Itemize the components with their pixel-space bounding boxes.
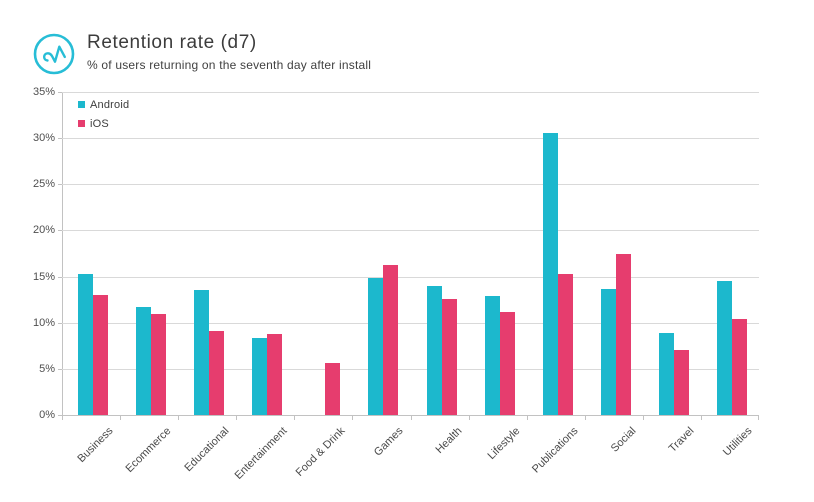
- x-axis-line: [62, 415, 759, 416]
- legend-item-ios: iOS: [78, 117, 129, 130]
- y-tick: [58, 368, 62, 370]
- gridline-35: [62, 92, 759, 93]
- bar-android-business: [78, 273, 94, 415]
- bar-android-lifestyle: [484, 295, 500, 415]
- y-tick-label: 35%: [32, 86, 55, 98]
- y-tick: [58, 138, 62, 140]
- bar-android-ecommerce: [136, 307, 152, 415]
- bar-ios-business: [93, 295, 109, 415]
- x-tick: [236, 416, 238, 420]
- y-tick: [58, 415, 62, 416]
- x-tick: [758, 416, 759, 420]
- appsflyer-logo-icon: [33, 33, 75, 75]
- bar-ios-entertainment: [267, 333, 283, 415]
- android-legend-label: Android: [90, 98, 130, 111]
- bar-android-entertainment: [252, 338, 268, 415]
- x-tick: [410, 416, 412, 420]
- gridline-5: [62, 368, 759, 370]
- y-tick-label: 5%: [39, 362, 55, 375]
- gridline-30: [62, 138, 759, 140]
- y-tick-label: 15%: [32, 270, 55, 283]
- x-tick: [120, 416, 122, 420]
- x-tick: [178, 416, 180, 420]
- y-axis-line: [62, 92, 63, 415]
- y-tick-label: 0%: [39, 409, 55, 421]
- bar-android-utilities: [716, 281, 732, 415]
- bar-ios-food-drink: [325, 363, 341, 415]
- y-tick: [58, 276, 62, 278]
- y-tick: [58, 230, 62, 232]
- bar-ios-travel: [673, 350, 689, 415]
- x-tick: [294, 416, 296, 420]
- bar-android-social: [600, 288, 616, 415]
- x-tick: [62, 416, 63, 420]
- bar-ios-publications: [557, 273, 573, 415]
- bar-ios-utilities: [731, 319, 747, 415]
- bar-ios-educational: [209, 331, 225, 415]
- bar-ios-ecommerce: [151, 313, 167, 415]
- plot-area: Android iOS 0% 5% 10% 15% 20% 25% 30% 35% Busine…: [33, 86, 759, 482]
- y-tick: [58, 184, 62, 186]
- y-tick: [58, 322, 62, 324]
- y-tick: [58, 92, 62, 93]
- bar-android-publications: [542, 132, 558, 415]
- bar-ios-lifestyle: [499, 311, 515, 415]
- gridline-10: [62, 322, 759, 324]
- bar-android-travel: [658, 332, 674, 415]
- bar-ios-health: [441, 298, 457, 415]
- gridline-20: [62, 230, 759, 232]
- x-tick: [352, 416, 354, 420]
- legend: Android iOS: [78, 99, 129, 137]
- ios-legend-swatch: [78, 120, 85, 127]
- bar-android-health: [426, 285, 442, 415]
- ios-legend-label: iOS: [90, 117, 109, 130]
- page-subtitle: % of users returning on the seventh day …: [87, 57, 372, 72]
- x-tick: [468, 416, 470, 420]
- bar-ios-social: [615, 253, 631, 415]
- gridline-15: [62, 276, 759, 278]
- x-tick: [642, 416, 644, 420]
- android-legend-swatch: [78, 101, 85, 108]
- title-block: Retention rate (d7) % of users returning…: [87, 30, 371, 72]
- bar-android-educational: [194, 290, 210, 415]
- x-tick: [700, 416, 702, 420]
- y-tick-label: 20%: [32, 224, 55, 237]
- gridline-25: [62, 184, 759, 186]
- y-tick-label: 25%: [32, 178, 55, 191]
- chart-header: Retention rate (d7) % of users returning…: [32, 30, 371, 76]
- legend-item-android: Android: [78, 98, 130, 111]
- y-tick-label: 30%: [32, 132, 55, 145]
- x-tick: [584, 416, 586, 420]
- page-title: Retention rate (d7): [87, 32, 257, 53]
- bar-ios-games: [383, 264, 399, 415]
- y-tick-label: 10%: [32, 316, 55, 329]
- bar-android-games: [368, 278, 384, 415]
- x-tick: [526, 416, 528, 420]
